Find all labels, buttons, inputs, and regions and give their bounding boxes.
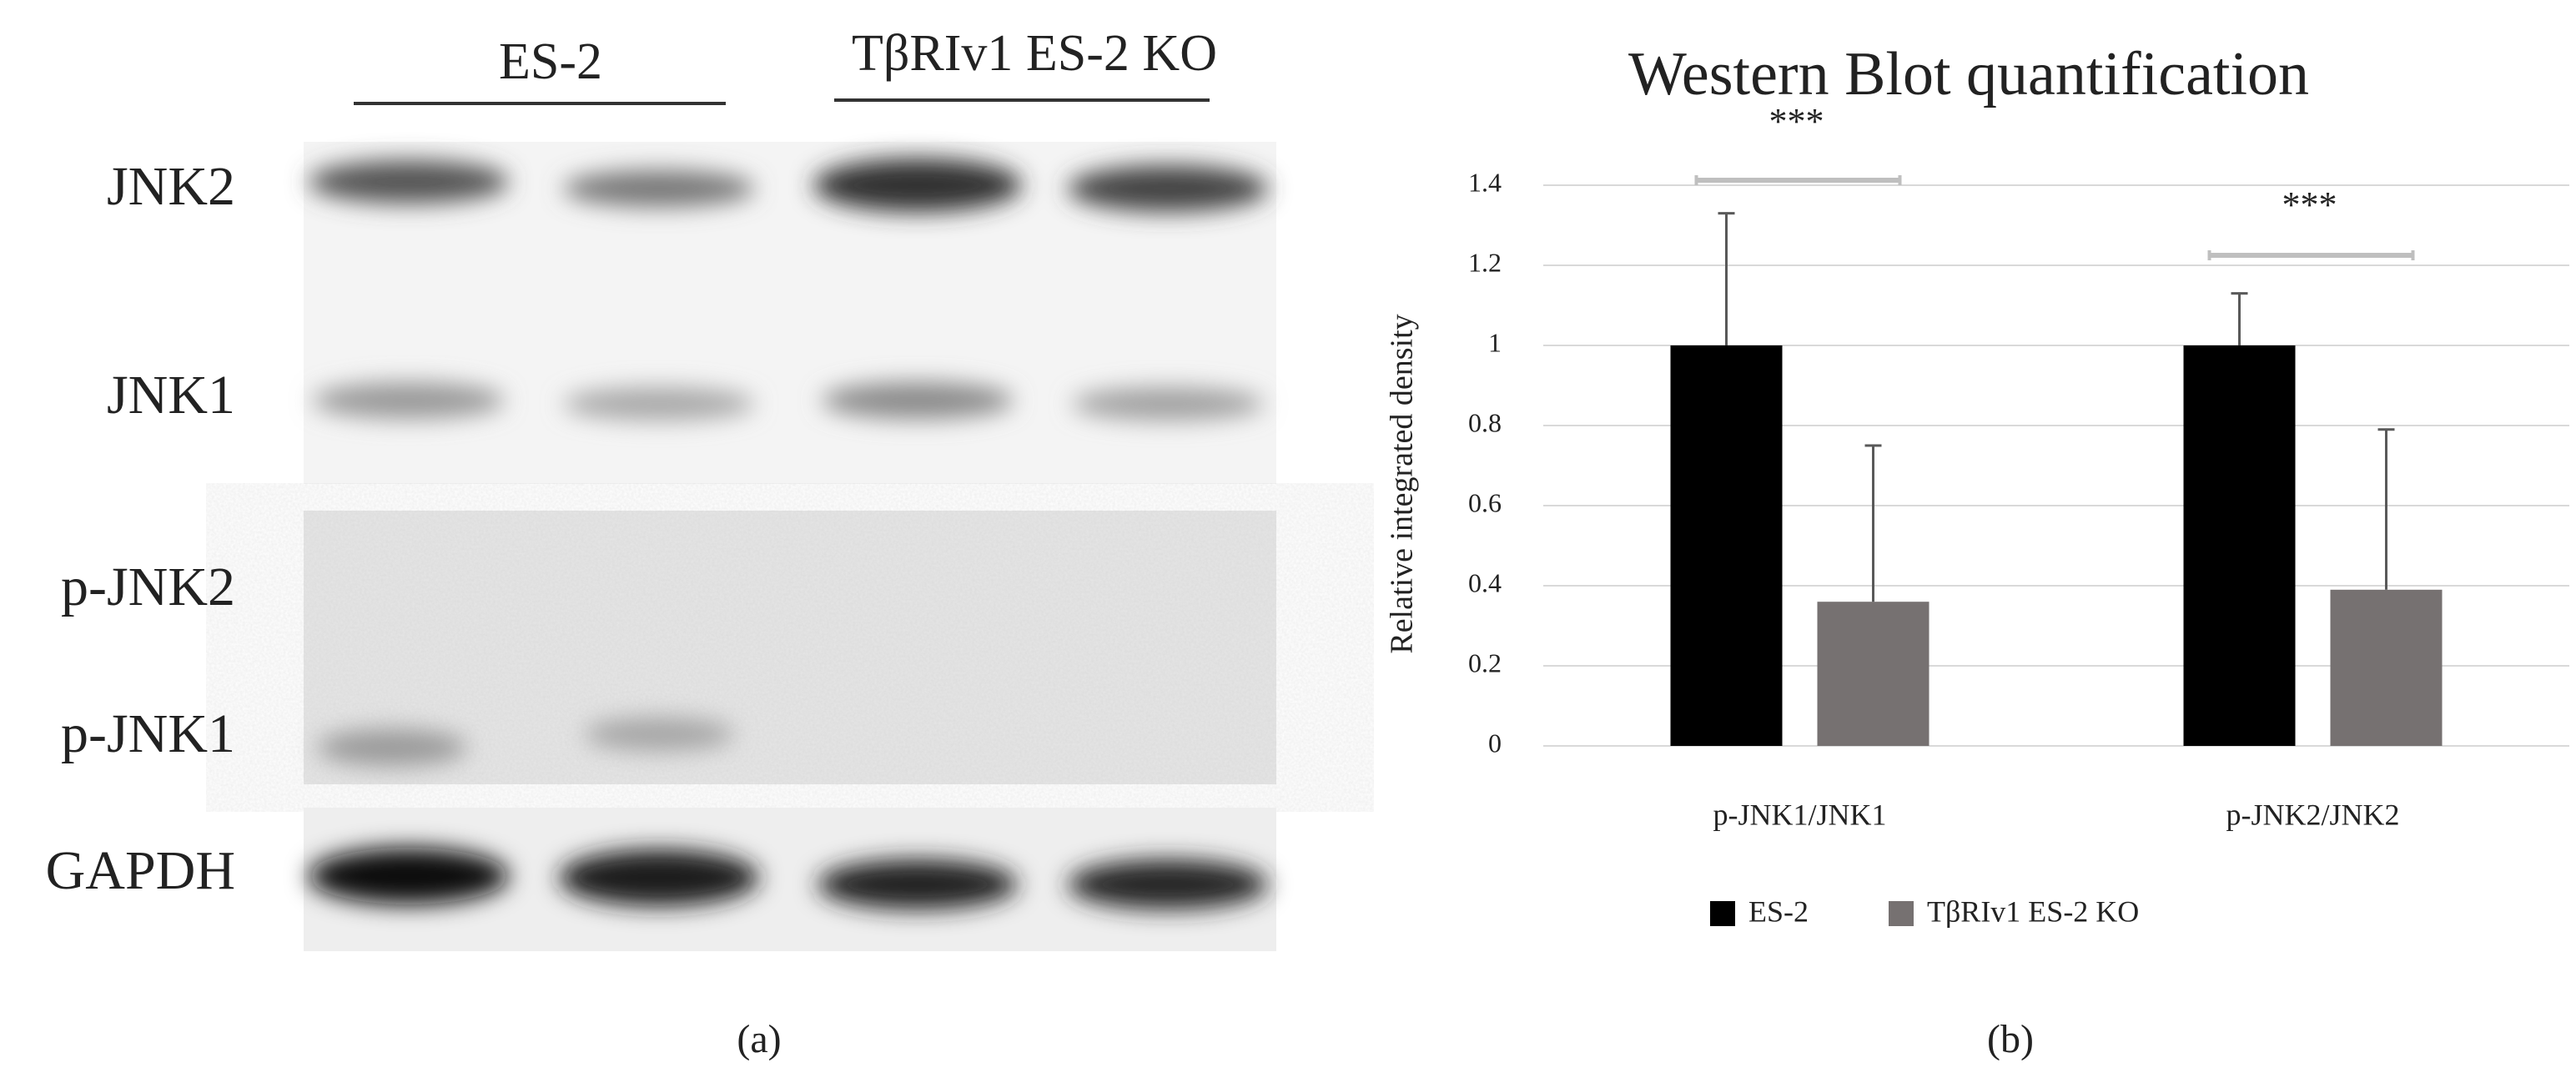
x-tick-label: p-JNK2/JNK2 [2226,798,2399,831]
row-label: JNK1 [107,365,235,426]
legend-label: ES-2 [1748,894,1809,928]
western-blot: ES-2 TβRIv1 ES-2 KO JNK2 JNK1 p-JNK2 p-J… [46,25,1276,1061]
legend-swatch [1889,901,1914,926]
bar [2183,345,2296,746]
y-tick-label: 0.2 [1468,647,1502,677]
x-tick-label: p-JNK1/JNK1 [1713,798,1886,831]
row-label: JNK2 [107,156,235,217]
bar [1670,345,1783,746]
row-label: p-JNK2 [61,557,235,617]
bar [1817,602,1929,746]
bar [2330,589,2443,746]
legend-swatch [1710,901,1735,926]
y-tick-label: 1 [1488,327,1502,357]
bands [309,159,1268,909]
panel-caption: (a) [737,1017,781,1061]
y-tick-label: 0.8 [1468,407,1502,437]
y-tick-label: 0.4 [1468,567,1502,597]
row-label: p-JNK1 [61,703,235,764]
y-tick-label: 1.4 [1468,167,1502,197]
y-tick-label: 1.2 [1468,247,1502,277]
blot-noise [304,511,1276,784]
panel-caption: (b) [1987,1017,2034,1061]
row-label: GAPDH [46,840,235,901]
significance-label: *** [2282,184,2337,225]
y-axis-label: Relative integrated density [1385,314,1420,653]
group-label: ES-2 [499,33,602,90]
significance-label: *** [1769,101,1824,142]
bar-chart: Western Blot quantification Relative int… [1385,40,2569,1061]
chart-title: Western Blot quantification [1628,40,2309,108]
legend-label: TβRIv1 ES-2 KO [1927,894,2139,928]
y-tick-label: 0.6 [1468,487,1502,517]
y-tick-label: 0 [1488,728,1502,758]
group-label: TβRIv1 ES-2 KO [852,25,1217,82]
